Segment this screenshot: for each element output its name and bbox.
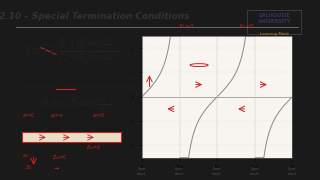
Bar [247,10,301,34]
Text: DALHOUSIE
UNIVERSITY: DALHOUSIE UNIVERSITY [258,13,291,24]
Text: $z$: $z$ [56,143,61,150]
Text: Short
circuit: Short circuit [212,167,222,176]
Text: For example, if $Z_L = 0$ (short circuit), then: For example, if $Z_L = 0$ (short circuit… [19,83,134,92]
Text: $z_0\!=\!\infty$: $z_0\!=\!\infty$ [50,112,64,120]
Text: $z_0$: $z_0$ [22,143,28,151]
Text: $z_0\!=\!0$: $z_0\!=\!0$ [92,111,106,120]
Text: Short
circuit: Short circuit [137,167,147,176]
Text: $X_L\!=\!\omega L\;jX$: $X_L\!=\!\omega L\;jX$ [147,36,171,45]
Text: 2.10 – Special Termination Conditions: 2.10 – Special Termination Conditions [0,12,189,21]
Text: $z_0\!=\!0$: $z_0\!=\!0$ [22,111,35,120]
Text: $\rightarrow$: $\rightarrow$ [52,165,60,172]
Text: $Z_0$: $Z_0$ [25,163,32,172]
Text: $Z_{in}\!=\!0$: $Z_{in}\!=\!0$ [86,143,101,152]
Text: Short
circuit: Short circuit [288,167,297,176]
Text: Learning Made: Learning Made [260,32,289,36]
Text: $X_C\!=\!-\frac{1}{\omega C}\;jX$: $X_C\!=\!-\frac{1}{\omega C}\;jX$ [147,49,177,61]
Text: $X_L\!>\!0$: $X_L\!>\!0$ [178,22,195,31]
Text: $z_{in}$: $z_{in}$ [22,152,29,160]
Text: $Z(z) = Z_0\dfrac{Z_L + jZ_0\tan\!\left(\frac{2\pi z}{\lambda}\right)}{Z_0 + jZ_: $Z(z) = Z_0\dfrac{Z_L + jZ_0\tan\!\left(… [25,36,119,67]
Text: Open
circuit: Open circuit [250,167,260,176]
Text: $Z(z) = jZ_0\tan\!\left(\frac{2\pi z}{\lambda}\right)$: $Z(z) = jZ_0\tan\!\left(\frac{2\pi z}{\l… [40,97,113,113]
Text: Open
circuit: Open circuit [175,167,184,176]
Text: $Z_{in}\!=\!0$: $Z_{in}\!=\!0$ [52,153,67,162]
Text: $X_C\!<\!0$: $X_C\!<\!0$ [238,22,255,31]
Bar [22,132,121,142]
